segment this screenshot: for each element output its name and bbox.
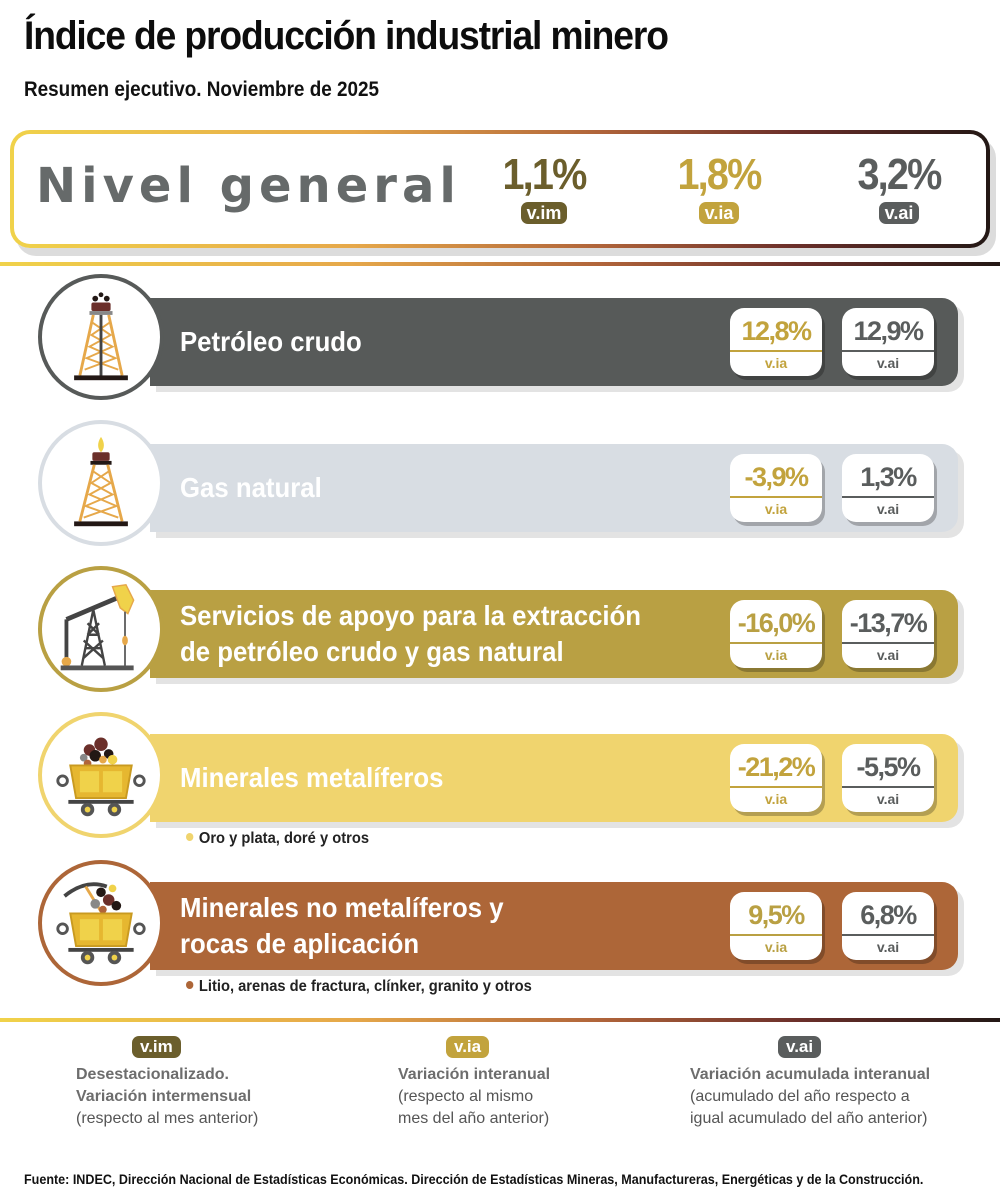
legend-vim: v.im Desestacionalizado. Variación inter… bbox=[76, 1036, 258, 1130]
page-subtitle: Resumen ejecutivo. Noviembre de 2025 bbox=[24, 78, 380, 101]
via-value: 12,8% bbox=[741, 316, 812, 346]
vai-label: v.ai bbox=[842, 350, 934, 374]
vai-value: 1,3% bbox=[860, 462, 917, 492]
kpi-via-tag: v.ia bbox=[698, 202, 740, 224]
sector-name-line1: Servicios de apoyo para la extracción bbox=[180, 600, 642, 631]
legend-via-desc2: mes del año anterior) bbox=[398, 1110, 550, 1127]
kpi-vim-tag: v.im bbox=[520, 202, 568, 224]
vai-label: v.ai bbox=[842, 934, 934, 958]
via-chip: 12,8% v.ia bbox=[730, 308, 822, 376]
vai-label: v.ai bbox=[842, 786, 934, 810]
kpi-vai-tag: v.ai bbox=[878, 202, 920, 224]
via-label: v.ia bbox=[730, 350, 822, 374]
sector-bar: Minerales metalíferos -21,2% v.ia -5,5% … bbox=[150, 734, 958, 822]
vai-label: v.ai bbox=[842, 642, 934, 666]
legend-vai-tag: v.ai bbox=[778, 1036, 822, 1058]
legend-vim-title1: Desestacionalizado. bbox=[76, 1066, 229, 1083]
legend-via: v.ia Variación interanual (respecto al m… bbox=[398, 1036, 550, 1130]
via-chip: -21,2% v.ia bbox=[730, 744, 822, 812]
legend-vai-desc1: (acumulado del año respecto a bbox=[690, 1088, 910, 1105]
sector-name-line1: Minerales no metalíferos y bbox=[180, 892, 504, 923]
sector-name: Minerales metalíferos bbox=[180, 762, 444, 793]
legend-vim-title2: Variación intermensual bbox=[76, 1088, 252, 1105]
sector-bar: Gas natural -3,9% v.ia 1,3% v.ai bbox=[150, 444, 958, 532]
sector-bar: Minerales no metalíferos y rocas de apli… bbox=[150, 882, 958, 970]
legend-via-title1: Variación interanual bbox=[398, 1066, 551, 1083]
via-value: -3,9% bbox=[744, 462, 809, 492]
source-footnote: Fuente: INDEC, Dirección Nacional de Est… bbox=[24, 1172, 924, 1187]
via-chip: 9,5% v.ia bbox=[730, 892, 822, 960]
via-chip: -3,9% v.ia bbox=[730, 454, 822, 522]
via-value: 9,5% bbox=[748, 900, 805, 930]
sector-note-text: Litio, arenas de fractura, clínker, gran… bbox=[198, 978, 532, 995]
kpi-vai-value: 3,2% bbox=[857, 150, 942, 199]
via-chip: -16,0% v.ia bbox=[730, 600, 822, 668]
kpi-vim-value: 1,1% bbox=[502, 150, 587, 199]
sector-note: Litio, arenas de fractura, clínker, gran… bbox=[186, 978, 532, 996]
sector-name: Minerales no metalíferos y rocas de apli… bbox=[180, 890, 504, 962]
vai-chip: 6,8% v.ai bbox=[842, 892, 934, 960]
gas-derrick-icon bbox=[38, 420, 164, 546]
sector-name: Servicios de apoyo para la extracción de… bbox=[180, 598, 641, 670]
via-label: v.ia bbox=[730, 786, 822, 810]
legend-via-desc1: (respecto al mismo bbox=[398, 1088, 534, 1105]
kpi-via-value: 1,8% bbox=[677, 150, 762, 199]
mine-cart-icon bbox=[38, 712, 164, 838]
vai-label: v.ai bbox=[842, 496, 934, 520]
sector-name-line2: de petróleo crudo y gas natural bbox=[180, 636, 564, 667]
sector-name: Petróleo crudo bbox=[180, 326, 362, 357]
sector-note-text: Oro y plata, doré y otros bbox=[198, 830, 370, 847]
sector-name: Gas natural bbox=[180, 472, 322, 503]
vai-value: -5,5% bbox=[856, 752, 921, 782]
vai-chip: -13,7% v.ai bbox=[842, 600, 934, 668]
nivel-general-card: Nivel general 1,1% v.im 1,8% v.ia 3,2% v… bbox=[10, 130, 990, 248]
vai-chip: 1,3% v.ai bbox=[842, 454, 934, 522]
vai-value: 6,8% bbox=[860, 900, 917, 930]
via-value: -21,2% bbox=[737, 752, 816, 782]
vai-value: 12,9% bbox=[853, 316, 924, 346]
via-label: v.ia bbox=[730, 642, 822, 666]
legend-via-tag: v.ia bbox=[446, 1036, 490, 1058]
kpi-via: 1,8% v.ia bbox=[659, 152, 779, 224]
sector-name-line2: rocas de aplicación bbox=[180, 928, 420, 959]
bullet-dot-icon bbox=[186, 833, 194, 841]
divider-bottom bbox=[0, 1018, 1000, 1022]
pumpjack-icon bbox=[38, 566, 164, 692]
bullet-dot-icon bbox=[186, 981, 194, 989]
nivel-general-label: Nivel general bbox=[36, 158, 461, 214]
legend-vai-title1: Variación acumulada interanual bbox=[690, 1066, 931, 1083]
legend-vai: v.ai Variación acumulada interanual (acu… bbox=[690, 1036, 930, 1130]
kpi-vim: 1,1% v.im bbox=[484, 152, 604, 224]
vai-chip: 12,9% v.ai bbox=[842, 308, 934, 376]
vai-chip: -5,5% v.ai bbox=[842, 744, 934, 812]
legend-vim-desc1: (respecto al mes anterior) bbox=[76, 1110, 259, 1127]
page-title: Índice de producción industrial minero bbox=[24, 14, 669, 58]
sector-bar: Petróleo crudo 12,8% v.ia 12,9% v.ai bbox=[150, 298, 958, 386]
legend-vim-tag: v.im bbox=[132, 1036, 181, 1058]
mine-cart-pickaxe-icon bbox=[38, 860, 164, 986]
via-label: v.ia bbox=[730, 934, 822, 958]
oil-derrick-icon bbox=[38, 274, 164, 400]
sector-note: Oro y plata, doré y otros bbox=[186, 830, 369, 848]
kpi-vai: 3,2% v.ai bbox=[839, 152, 959, 224]
vai-value: -13,7% bbox=[849, 608, 928, 638]
sector-bar: Servicios de apoyo para la extracción de… bbox=[150, 590, 958, 678]
divider-top bbox=[0, 262, 1000, 266]
via-value: -16,0% bbox=[737, 608, 816, 638]
legend-vai-desc2: igual acumulado del año anterior) bbox=[690, 1110, 928, 1127]
via-label: v.ia bbox=[730, 496, 822, 520]
